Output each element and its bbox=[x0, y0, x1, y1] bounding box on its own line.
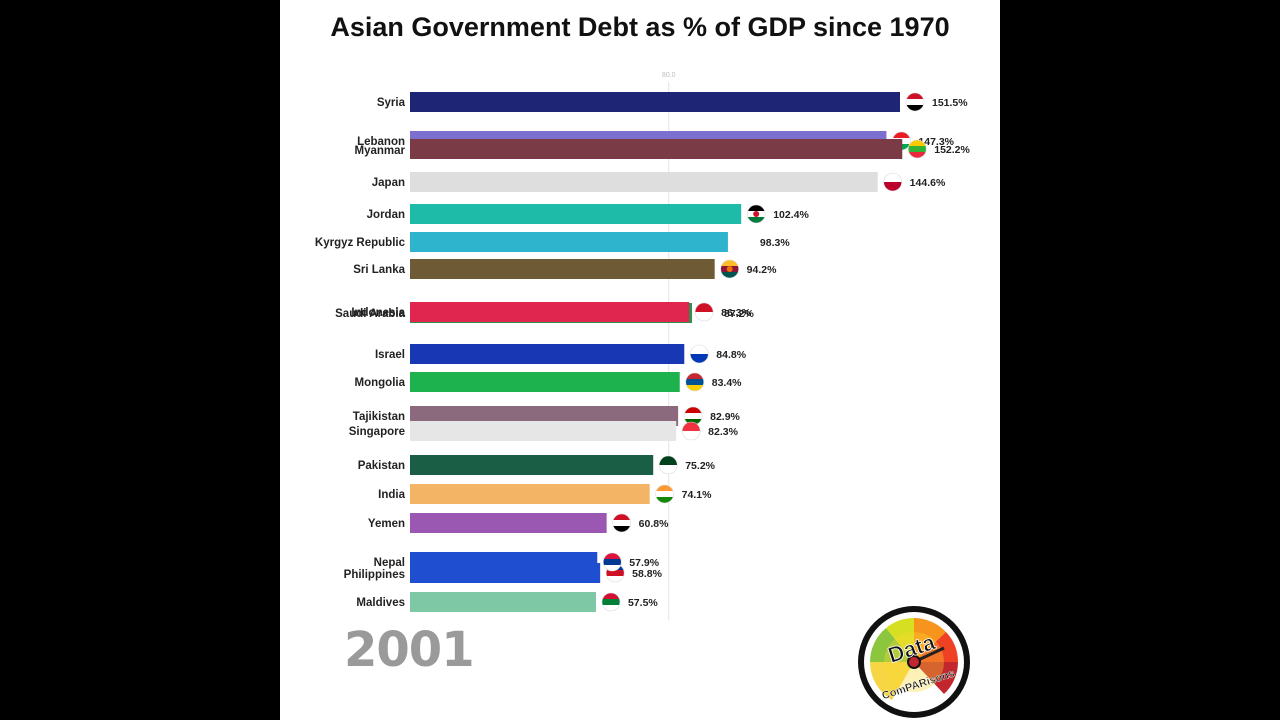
chart-title: Asian Government Debt as % of GDP since … bbox=[330, 12, 950, 42]
bar-yemen bbox=[410, 513, 607, 533]
value-label-maldives: 57.5% bbox=[628, 597, 658, 609]
category-label-nepal: Nepal bbox=[374, 557, 405, 569]
category-label-myanmar: Myanmar bbox=[355, 145, 406, 157]
flag-icon-yemen bbox=[612, 513, 631, 533]
category-label-mongolia: Mongolia bbox=[355, 377, 406, 389]
value-label-israel: 84.8% bbox=[716, 349, 746, 361]
bar-pakistan bbox=[410, 455, 654, 475]
bar-indonesia bbox=[410, 302, 690, 322]
value-label-singapore: 82.3% bbox=[708, 426, 738, 438]
flag-icon-maldives bbox=[601, 592, 621, 612]
category-label-philippines: Philippines bbox=[344, 569, 405, 581]
bar-japan bbox=[410, 172, 878, 192]
flag-icon-singapore bbox=[681, 421, 701, 441]
value-label-japan: 144.6% bbox=[910, 177, 946, 189]
value-label-lebanon: 147.3% bbox=[918, 136, 954, 148]
category-label-tajikistan: Tajikistan bbox=[353, 411, 405, 423]
category-label-saudi-arabia: Saudi Arabia bbox=[335, 308, 405, 320]
bar-maldives bbox=[410, 592, 596, 612]
category-label-indonesia: Indonesia bbox=[351, 307, 405, 319]
value-label-syria: 151.5% bbox=[932, 97, 968, 109]
category-label-yemen: Yemen bbox=[368, 518, 405, 530]
category-label-sri-lanka: Sri Lanka bbox=[353, 264, 405, 276]
flag-icon-sri-lanka bbox=[720, 259, 739, 279]
value-label-india: 74.1% bbox=[682, 489, 712, 501]
category-label-lebanon: Lebanon bbox=[357, 136, 405, 148]
data-comparisons-logo: Data ComPARisons bbox=[858, 606, 970, 718]
value-label-philippines: 58.8% bbox=[632, 568, 662, 580]
flag-icon-mongolia bbox=[685, 372, 705, 392]
bar-jordan bbox=[410, 204, 742, 224]
bar-singapore bbox=[410, 421, 677, 441]
value-label-nepal: 57.9% bbox=[629, 557, 659, 569]
bar-kyrgyz-republic bbox=[410, 232, 728, 252]
value-label-sri-lanka: 94.2% bbox=[747, 264, 777, 276]
value-label-myanmar: 152.2% bbox=[934, 144, 970, 156]
flag-icon-nepal bbox=[602, 552, 622, 572]
flag-icon-indonesia bbox=[694, 302, 714, 322]
flag-icon-israel bbox=[689, 344, 709, 364]
category-label-japan: Japan bbox=[372, 177, 405, 189]
chart-frame: Asian Government Debt as % of GDP since … bbox=[280, 0, 1000, 720]
flag-icon-syria bbox=[905, 92, 925, 112]
bar-india bbox=[410, 484, 650, 504]
category-label-syria: Syria bbox=[377, 97, 406, 109]
value-label-mongolia: 83.4% bbox=[712, 377, 742, 389]
bar-nepal bbox=[410, 552, 598, 572]
flag-icon-japan bbox=[883, 172, 902, 192]
category-label-israel: Israel bbox=[375, 349, 405, 361]
value-label-kyrgyz-republic: 98.3% bbox=[760, 237, 790, 249]
flag-icon-pakistan bbox=[658, 455, 678, 475]
value-label-yemen: 60.8% bbox=[639, 518, 669, 530]
value-label-tajikistan: 82.9% bbox=[710, 411, 740, 423]
gridline-label: 80.0 bbox=[662, 72, 676, 79]
flag-icon-india bbox=[655, 484, 674, 504]
category-label-jordan: Jordan bbox=[367, 209, 405, 221]
category-label-maldives: Maldives bbox=[356, 597, 405, 609]
category-label-kyrgyz-republic: Kyrgyz Republic bbox=[315, 237, 406, 249]
bar-myanmar bbox=[410, 139, 903, 159]
bar-chart: 80.0 Syria 151.5% Lebanon 147.3% Myanmar 152.2… bbox=[315, 72, 971, 620]
value-label-pakistan: 75.2% bbox=[685, 460, 715, 472]
bar-mongolia bbox=[410, 372, 680, 392]
flag-icon-myanmar bbox=[907, 139, 927, 159]
bar-israel bbox=[410, 344, 685, 364]
bar-syria bbox=[410, 92, 900, 112]
bar-sri-lanka bbox=[410, 259, 715, 279]
year-label: 2001 bbox=[344, 622, 475, 678]
value-label-indonesia: 86.3% bbox=[721, 307, 751, 319]
category-label-india: India bbox=[378, 489, 405, 501]
flag-icon-jordan bbox=[746, 204, 766, 224]
category-label-singapore: Singapore bbox=[349, 426, 405, 438]
value-label-saudi-arabia: 87.2% bbox=[724, 308, 754, 320]
category-label-pakistan: Pakistan bbox=[358, 460, 405, 472]
value-label-jordan: 102.4% bbox=[773, 209, 809, 221]
